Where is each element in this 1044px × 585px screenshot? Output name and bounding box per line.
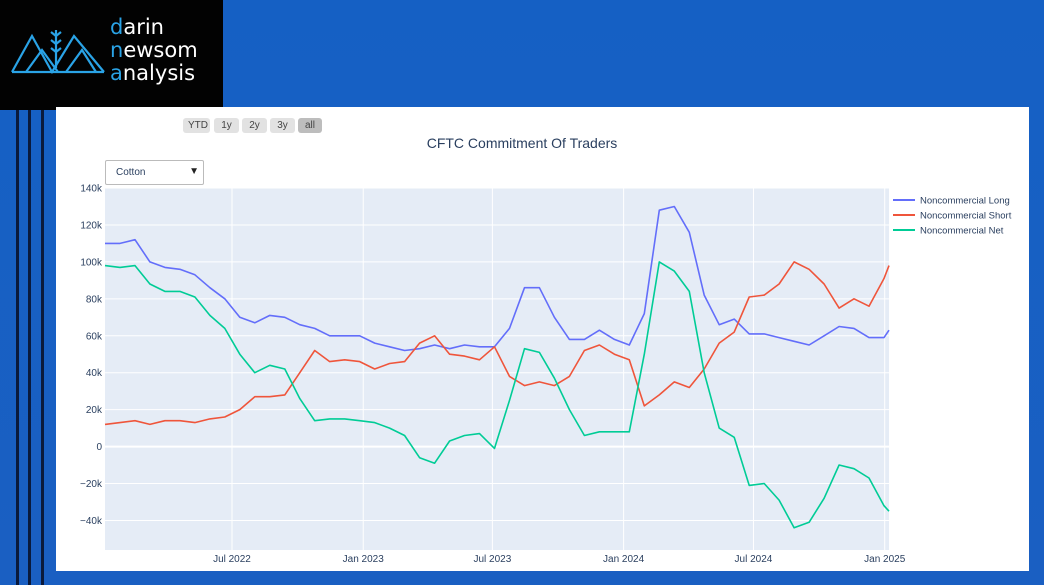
range-button-3y[interactable]: 3y: [270, 118, 295, 133]
decorative-stripe: [16, 110, 19, 585]
x-tick-label: Jul 2022: [213, 554, 251, 565]
y-tick-label: −20k: [80, 479, 103, 490]
legend-item[interactable]: Noncommercial Short: [893, 211, 1012, 222]
decorative-stripe: [41, 110, 44, 585]
commodity-select[interactable]: Cotton ▼: [105, 160, 204, 185]
x-tick-label: Jul 2023: [473, 554, 511, 565]
y-tick-label: 0: [96, 442, 102, 453]
brand-logo: darin newsom analysis: [0, 0, 223, 110]
chevron-down-icon: ▼: [189, 166, 199, 177]
x-tick-label: Jul 2024: [735, 554, 773, 565]
range-button-1y[interactable]: 1y: [214, 118, 239, 133]
y-tick-label: 140k: [80, 184, 103, 195]
x-tick-label: Jan 2023: [343, 554, 385, 565]
plot-area: [105, 188, 889, 550]
y-tick-label: 20k: [86, 405, 103, 416]
range-button-ytd[interactable]: YTD: [183, 118, 210, 133]
x-tick-label: Jan 2024: [603, 554, 645, 565]
y-tick-label: 100k: [80, 257, 103, 268]
legend-label: Noncommercial Long: [920, 196, 1010, 207]
y-tick-label: −40k: [80, 516, 103, 527]
range-button-2y[interactable]: 2y: [242, 118, 267, 133]
chart-title: CFTC Commitment Of Traders: [426, 135, 618, 151]
brand-word: ewsom: [123, 38, 198, 62]
brand-accent-letter: n: [110, 38, 124, 62]
y-tick-label: 60k: [86, 331, 103, 342]
range-button-all[interactable]: all: [298, 118, 322, 133]
commodity-select-value: Cotton: [116, 167, 146, 178]
brand-name: darin newsom analysis: [110, 16, 198, 85]
y-tick-label: 80k: [86, 294, 103, 305]
brand-word: arin: [123, 15, 164, 39]
legend-item[interactable]: Noncommercial Net: [893, 226, 1004, 237]
series-line-noncommercial-net: [104, 261, 890, 529]
y-tick-label: 40k: [86, 368, 103, 379]
y-tick-label: 120k: [80, 220, 103, 231]
brand-accent-letter: d: [110, 15, 124, 39]
x-tick-label: Jan 2025: [864, 554, 906, 565]
brand-word: nalysis: [122, 61, 196, 85]
legend-label: Noncommercial Net: [920, 226, 1004, 237]
series-line-noncommercial-short: [104, 261, 890, 426]
mountain-logo-icon: [11, 30, 105, 75]
legend-label: Noncommercial Short: [920, 211, 1012, 222]
legend-item[interactable]: Noncommercial Long: [893, 196, 1010, 207]
series-line-noncommercial-long: [105, 205, 890, 352]
decorative-stripe: [28, 110, 31, 585]
brand-accent-letter: a: [110, 61, 123, 85]
